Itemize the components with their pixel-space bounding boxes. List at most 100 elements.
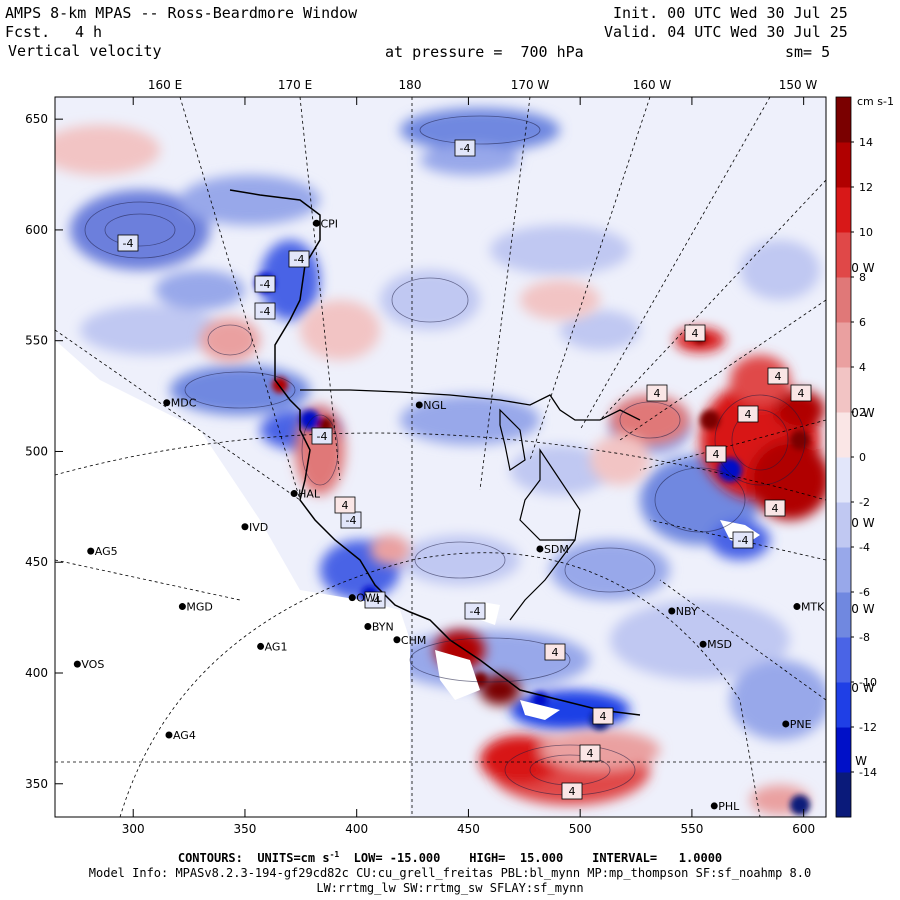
station-marker [241,523,249,531]
colorbar-label: -8 [859,631,870,644]
station-marker [364,622,372,630]
station-marker [165,731,173,739]
y-tick-label: 350 [25,777,48,791]
station-marker [415,401,423,409]
colorbar-segment [836,367,851,413]
field-name: Vertical velocity [8,42,162,60]
colorbar-label: -14 [859,766,877,779]
station-marker [178,603,186,611]
station-marker [348,594,356,602]
axis-ticks: 300 350 400 450 500 550 600 350 400 450 500 550 600 6… [25,97,815,836]
contour-label: -4 [294,253,305,266]
longitude-label-top: 160 W [633,78,672,92]
station-label: PNE [790,718,812,731]
station-label: CHM [401,634,426,647]
y-tick-label: 550 [25,334,48,348]
colorbar-label: 12 [859,181,873,194]
colorbar-segment [836,187,851,233]
contour-label-box [737,405,759,423]
contour-label: 4 [798,387,805,400]
contour-label-box [764,499,786,517]
colorbar-label: 6 [859,316,866,329]
contour-label: 4 [552,646,559,659]
longitude-label-top: 170 W [511,78,550,92]
y-tick-label: 600 [25,223,48,237]
longitude-label-top: 150 W [779,78,818,92]
colorbar-segment [836,727,851,773]
colorbar-label: 0 [859,451,866,464]
contour-label-box [117,234,139,252]
contour-label: 4 [654,387,661,400]
station-label: HAL [298,488,321,501]
graticule [55,97,826,817]
station-label: PHL [718,800,740,813]
coastline [229,189,641,716]
colorbar-label: -2 [859,496,870,509]
contour-label-box [311,427,333,445]
colorbar: 14 12 10 8 6 4 2 0 -2 -4 -6 -8 -10 -12 -14 cm s-1 [835,95,894,818]
contour-label: 4 [745,408,752,421]
colorbar-label: 10 [859,226,873,239]
colorbar-segment [836,547,851,593]
contour-label: 4 [569,785,576,798]
contour-label-box [790,384,812,402]
contour-label-box [254,302,276,320]
contour-labels-layer: -4 -4 -4 -4 -4 -4 -4 -4 -4 -4 4 4 4 4 4 4 4 4 4 4 4 4 [117,139,812,800]
station-marker [87,547,95,555]
contour-label-box [732,531,754,549]
contour-label: 4 [692,327,699,340]
station-marker [73,660,81,668]
station-label: VOS [81,658,104,671]
contour-label: -4 [260,278,271,291]
station-label: AG4 [173,729,196,742]
colorbar-label: 14 [859,136,873,149]
colorbar-segment [836,772,851,818]
station-marker [699,640,707,648]
contour-label: 4 [342,499,349,512]
contour-label: 4 [587,747,594,760]
contour-label-box [544,643,566,661]
colorbar-segment [836,502,851,548]
station-label: MDC [171,397,197,410]
station-label: BYN [372,620,394,633]
contour-label-box [684,324,706,342]
smoothing: sm= 5 [785,43,831,61]
longitude-labels-top: 160 E 170 E 180 170 W 160 W 150 W [148,78,818,92]
contour-label-box [646,384,668,402]
masked-terrain-area [55,340,410,817]
x-tick-label: 550 [680,822,703,836]
station-label: MSD [707,638,732,651]
contour-label-box [464,602,486,620]
longitude-label-top: 170 E [278,78,312,92]
colorbar-label: -12 [859,721,877,734]
model-info-line2: LW:rrtmg_lw SW:rrtmg_sw SFLAY:sf_mynn [316,881,584,895]
station-marker [782,720,790,728]
station-marker [668,607,676,615]
contour-label-box [288,250,310,268]
plot-title: AMPS 8-km MPAS -- Ross-Beardmore Window [5,4,358,22]
contour-label: -4 [346,514,357,527]
colorbar-segment [836,682,851,728]
pressure-level: at pressure = 700 hPa [385,43,584,61]
station-label: NBY [676,605,698,618]
station-marker [312,219,320,227]
contour-label-box [579,744,601,762]
station-marker [163,399,171,407]
station-marker [393,636,401,644]
station-marker [710,802,718,810]
station-label: MTK [801,601,825,614]
station-marker [536,545,544,553]
x-tick-label: 400 [345,822,368,836]
contour-label-box [334,496,356,514]
station-label: NGL [423,399,447,412]
contour-label: 4 [713,448,720,461]
colorbar-segment [836,412,851,458]
contour-label: -4 [738,534,749,547]
x-tick-label: 350 [234,822,257,836]
colorbar-label: -10 [859,676,877,689]
station-label: OWL [356,592,383,605]
station-marker [793,603,801,611]
valid-time: Valid. 04 UTC Wed 30 Jul 25 [604,23,848,41]
y-tick-label: 500 [25,444,48,458]
